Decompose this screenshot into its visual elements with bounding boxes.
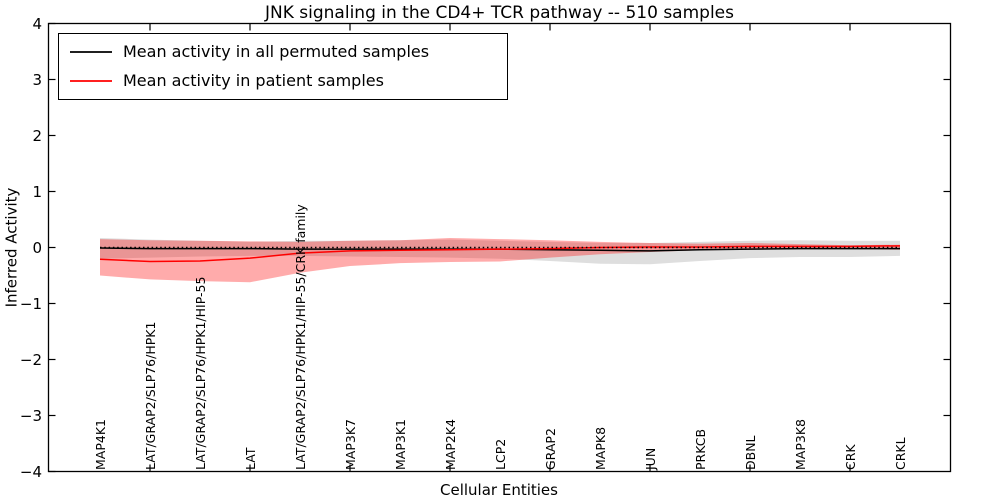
x-tick-label: DBNL — [742, 435, 758, 470]
x-tick-label: MAPK8 — [592, 426, 608, 470]
black-line-sample-icon — [70, 51, 112, 54]
x-tick-label: MAP3K7 — [342, 419, 358, 470]
patient-mean-line — [99, 245, 901, 263]
y-tick-label: 0 — [32, 238, 42, 257]
y-tick-label: −4 — [19, 462, 42, 481]
x-tick-label: MAP2K4 — [442, 419, 458, 470]
x-tick-label: LCP2 — [492, 438, 508, 470]
x-tick-label: MAP3K1 — [392, 419, 408, 470]
y-tick-label: −2 — [19, 350, 42, 369]
y-axis-label: Inferred Activity — [2, 187, 21, 308]
x-tick-label: LAT/GRAP2/SLP76/HPK1/HIP-55 — [192, 276, 208, 470]
x-tick-label: LAT — [242, 447, 258, 470]
y-tick-label: −1 — [19, 294, 42, 313]
legend-item-patient: Mean activity in patient samples — [67, 68, 499, 94]
x-tick-label: PRKCB — [692, 428, 708, 470]
x-tick-label: LAT/GRAP2/SLP76/HPK1 — [142, 321, 158, 470]
chart-title: JNK signaling in the CD4+ TCR pathway --… — [265, 3, 734, 23]
y-tick-label: 1 — [32, 182, 42, 201]
x-tick-label: MAP3K8 — [792, 419, 808, 470]
y-tick-label: 3 — [32, 70, 42, 89]
x-tick-label: JUN — [642, 447, 658, 470]
x-tick-label: CRK — [842, 444, 858, 470]
red-line-sample-icon — [70, 79, 112, 82]
permuted-band — [100, 237, 900, 265]
x-axis-label: Cellular Entities — [440, 481, 558, 499]
legend-label-permuted: Mean activity in all permuted samples — [123, 42, 430, 62]
x-tick-label: LAT/GRAP2/SLP76/HPK1/HIP-55/CRK family — [292, 204, 308, 470]
legend: Mean activity in all permuted samples Me… — [58, 33, 508, 100]
y-tick-label: 2 — [32, 126, 42, 145]
x-tick-label: GRAP2 — [542, 428, 558, 470]
x-tick-label: MAP4K1 — [92, 419, 108, 470]
legend-item-permuted: Mean activity in all permuted samples — [67, 39, 499, 65]
y-tick-label: 4 — [32, 14, 42, 33]
x-tick-label: CRKL — [892, 437, 908, 470]
y-tick-label: −3 — [19, 406, 42, 425]
legend-label-patient: Mean activity in patient samples — [123, 70, 384, 90]
